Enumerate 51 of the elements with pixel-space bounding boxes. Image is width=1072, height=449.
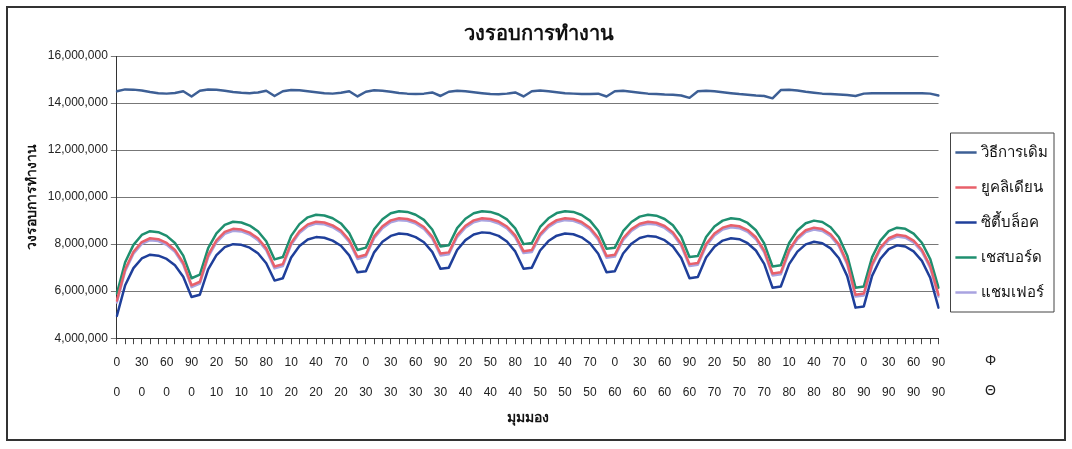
category-label: 10 20 xyxy=(284,354,298,399)
category-label: 90 30 xyxy=(433,354,448,399)
category-label: 0 90 xyxy=(857,354,871,399)
legend-label: แชมเฟอร์ xyxy=(981,282,1044,300)
category-label: 30 90 xyxy=(882,354,896,399)
category-label: 10 50 xyxy=(533,354,547,399)
category-label: 50 70 xyxy=(732,354,746,399)
category-label: 60 0 xyxy=(159,354,174,399)
category-label: 70 80 xyxy=(832,354,846,399)
category-label: 30 30 xyxy=(384,354,398,399)
y-tick-label: 8,000,000 xyxy=(54,236,109,251)
category-label: 0 0 xyxy=(113,354,121,399)
y-tick-label: 14,000,000 xyxy=(47,95,109,110)
category-label: 50 10 xyxy=(234,354,249,399)
text: Φ xyxy=(984,352,997,369)
category-label: 90 0 xyxy=(184,354,199,399)
category-label: 30 60 xyxy=(633,354,647,399)
category-label: 80 70 xyxy=(757,354,771,399)
category-label: 20 10 xyxy=(209,354,224,399)
x-axis-title: มุมมอง xyxy=(506,409,549,427)
category-label: 80 10 xyxy=(259,354,273,399)
category-label: 60 30 xyxy=(408,354,423,399)
category-label: 10 80 xyxy=(782,354,796,399)
category-label: 50 40 xyxy=(483,354,498,399)
category-label: 70 20 xyxy=(334,354,348,399)
category-label: 20 40 xyxy=(458,354,473,399)
category-label: 90 60 xyxy=(682,354,697,399)
category-label: 30 0 xyxy=(135,354,149,399)
category-label: 40 50 xyxy=(558,354,572,399)
category-label: 40 80 xyxy=(807,354,821,399)
text: Θ xyxy=(985,382,997,399)
legend-label: เชสบอร์ด xyxy=(981,247,1042,265)
category-label: 60 60 xyxy=(657,354,672,399)
category-label: 90 90 xyxy=(931,354,946,399)
legend-label: ซิตี้บล็อค xyxy=(981,210,1039,230)
category-label: 0 30 xyxy=(359,354,373,399)
y-tick-label: 16,000,000 xyxy=(47,48,109,63)
chart-title: วงรอบการทำงาน xyxy=(464,21,614,44)
y-tick-label: 6,000,000 xyxy=(54,283,109,298)
category-label: 60 90 xyxy=(906,354,921,399)
category-label: 80 40 xyxy=(508,354,522,399)
y-tick-label: 4,000,000 xyxy=(54,330,109,345)
legend-label: วิธีการเดิม xyxy=(980,142,1048,160)
category-label: 0 60 xyxy=(608,354,622,399)
y-tick-label: 10,000,000 xyxy=(47,189,109,204)
category-label: 40 20 xyxy=(309,354,323,399)
legend-label: ยูคลิเดียน xyxy=(981,177,1043,196)
category-label: 70 50 xyxy=(583,354,597,399)
category-label: 20 70 xyxy=(707,354,722,399)
y-axis-title: วงรอบการทำงาน xyxy=(23,144,40,251)
y-tick-label: 12,000,000 xyxy=(47,142,109,157)
